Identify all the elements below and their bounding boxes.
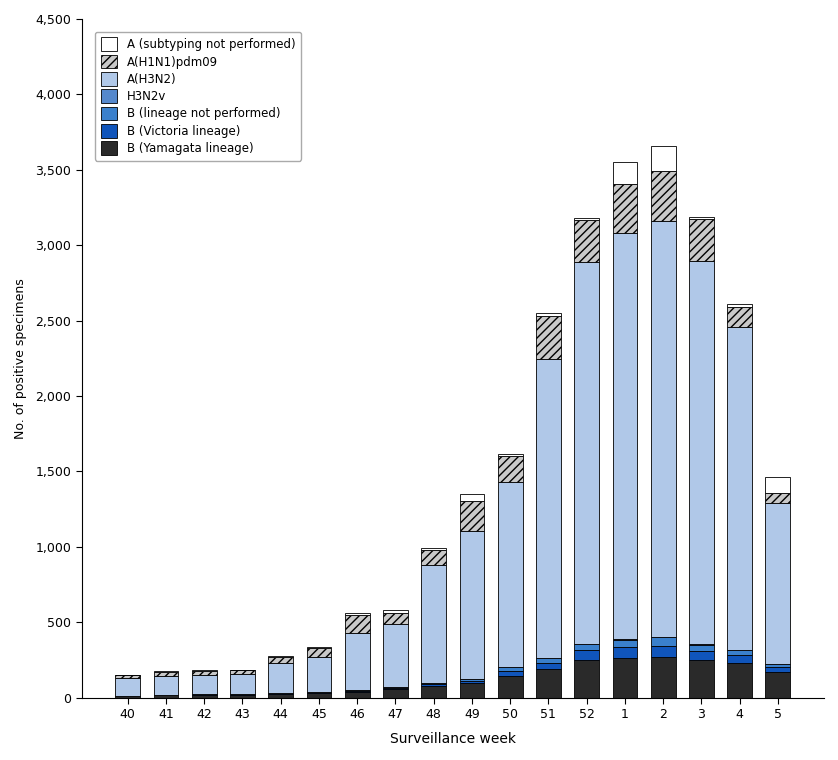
Bar [383, 687, 408, 688]
Bar [727, 305, 753, 306]
Bar [344, 615, 370, 633]
Bar [422, 685, 446, 686]
Bar [727, 650, 753, 655]
Bar [422, 548, 446, 550]
Bar [613, 233, 638, 639]
Bar [536, 663, 561, 669]
Bar [344, 633, 370, 690]
Bar [498, 454, 523, 456]
Bar [765, 493, 790, 502]
Bar [727, 327, 753, 650]
Bar [422, 686, 446, 698]
Bar [765, 672, 790, 698]
Bar [459, 680, 484, 683]
Bar [651, 657, 675, 698]
Bar [574, 660, 599, 698]
X-axis label: Surveillance week: Surveillance week [390, 732, 516, 746]
Bar [383, 624, 408, 687]
Bar [153, 676, 178, 695]
Bar [422, 683, 446, 685]
Bar [459, 683, 484, 698]
Bar [230, 674, 255, 694]
Bar [459, 531, 484, 679]
Bar [383, 689, 408, 698]
Y-axis label: No. of positive specimens: No. of positive specimens [14, 278, 27, 439]
Bar [689, 219, 714, 261]
Bar [689, 261, 714, 644]
Bar [574, 220, 599, 262]
Bar [153, 672, 178, 676]
Bar [116, 696, 140, 698]
Bar [651, 146, 675, 171]
Bar [268, 694, 293, 698]
Bar [498, 676, 523, 698]
Bar [459, 501, 484, 531]
Bar [498, 456, 523, 482]
Bar [536, 658, 561, 663]
Legend: A (subtyping not performed), A(H1N1)pdm09, A(H3N2), H3N2v, B (lineage not perfor: A (subtyping not performed), A(H1N1)pdm0… [95, 32, 301, 161]
Bar [689, 644, 714, 651]
Bar [651, 220, 675, 637]
Bar [192, 695, 217, 698]
Bar [536, 313, 561, 315]
Bar [727, 663, 753, 698]
Bar [536, 315, 561, 359]
Bar [307, 648, 331, 657]
Bar [459, 494, 484, 501]
Bar [613, 657, 638, 698]
Bar [613, 647, 638, 657]
Bar [765, 502, 790, 664]
Bar [383, 610, 408, 613]
Bar [192, 675, 217, 694]
Bar [268, 656, 293, 657]
Bar [765, 664, 790, 667]
Bar [689, 651, 714, 660]
Bar [727, 655, 753, 663]
Bar [574, 217, 599, 220]
Bar [422, 565, 446, 683]
Bar [498, 482, 523, 667]
Bar [765, 667, 790, 672]
Bar [651, 171, 675, 220]
Bar [613, 162, 638, 184]
Bar [230, 695, 255, 698]
Bar [268, 663, 293, 693]
Bar [307, 693, 331, 698]
Bar [498, 667, 523, 671]
Bar [689, 660, 714, 698]
Bar [153, 695, 178, 698]
Bar [344, 691, 370, 692]
Bar [613, 639, 638, 647]
Bar [116, 676, 140, 678]
Bar [574, 262, 599, 644]
Bar [459, 679, 484, 680]
Bar [765, 477, 790, 493]
Bar [727, 306, 753, 327]
Bar [268, 657, 293, 663]
Bar [689, 217, 714, 219]
Bar [536, 359, 561, 658]
Bar [307, 657, 331, 692]
Bar [116, 678, 140, 695]
Bar [651, 637, 675, 645]
Bar [344, 692, 370, 698]
Bar [536, 669, 561, 698]
Bar [574, 650, 599, 660]
Bar [383, 613, 408, 624]
Bar [613, 184, 638, 233]
Bar [574, 644, 599, 650]
Bar [651, 645, 675, 657]
Bar [344, 613, 370, 615]
Bar [192, 671, 217, 675]
Bar [230, 670, 255, 674]
Bar [307, 647, 331, 648]
Bar [498, 671, 523, 676]
Bar [422, 550, 446, 565]
Bar [383, 688, 408, 689]
